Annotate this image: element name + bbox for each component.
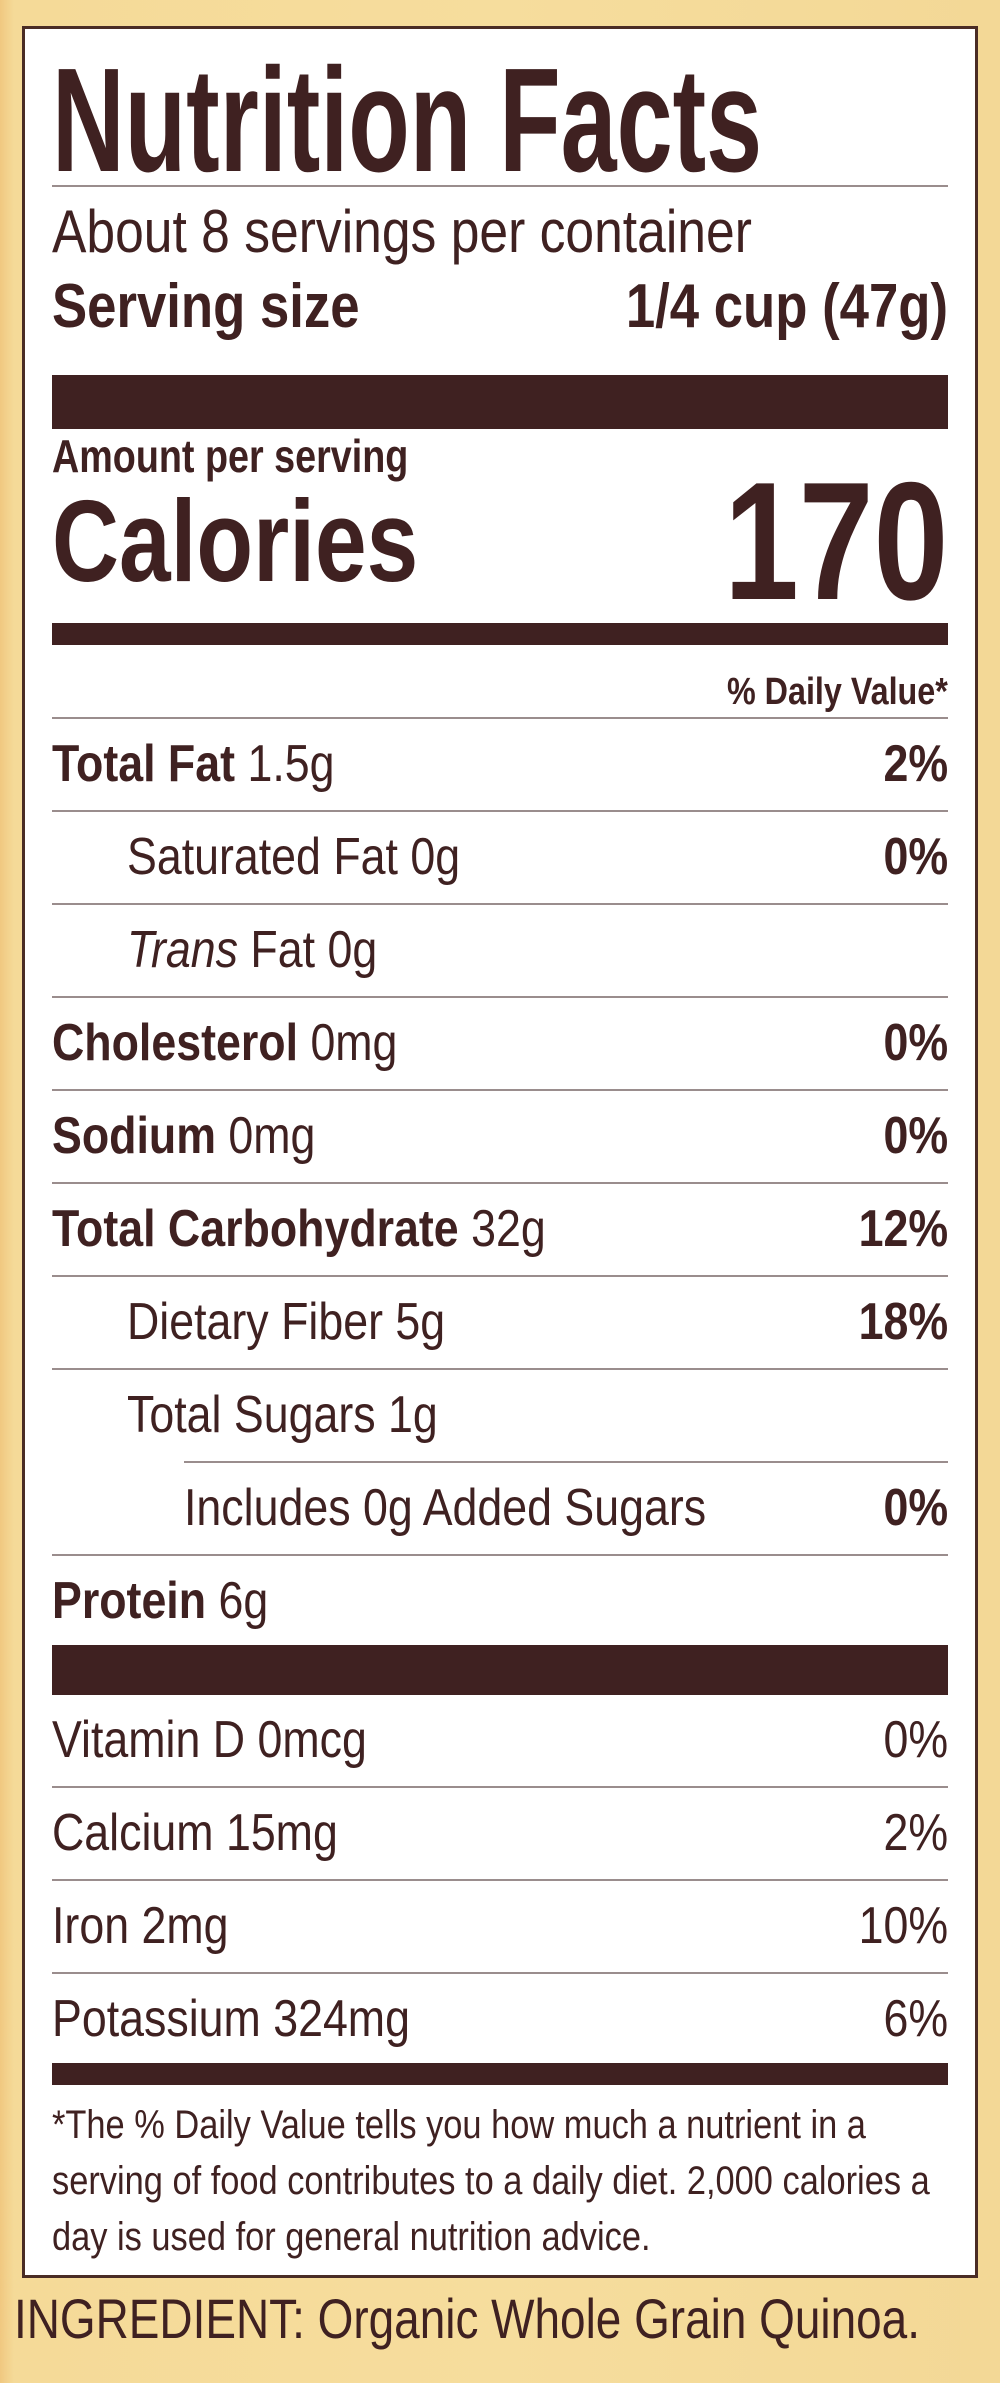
- divider: [184, 1461, 948, 1463]
- divider: [52, 717, 948, 719]
- nutrient-amount: 0mg: [215, 1107, 316, 1165]
- nutrient-amount: 32g: [458, 1200, 546, 1258]
- label-title: Nutrition Facts: [52, 38, 763, 203]
- nutrient-dv: 0%: [883, 1479, 948, 1537]
- nutrient-amount: 0mg: [298, 1014, 398, 1072]
- serving-size-row: Serving size 1/4 cup (47g): [52, 269, 948, 344]
- nutrient-name: Total Carbohydrate: [52, 1200, 459, 1258]
- nutrient-dv: 0%: [883, 1014, 948, 1072]
- vitamin-dv: 0%: [883, 1711, 948, 1769]
- calories-label: Calories: [52, 476, 419, 606]
- nutrient-name: Total Fat: [52, 735, 236, 793]
- nutrition-facts-panel: Nutrition Facts About 8 servings per con…: [22, 26, 978, 2278]
- nutrient-dv: 12%: [858, 1200, 948, 1258]
- nutrient-dv: 0%: [883, 1107, 948, 1165]
- nutrient-dv: 0%: [883, 828, 948, 886]
- vitamin-dv: 6%: [883, 1990, 948, 2048]
- nutrient-name: Sodium: [52, 1107, 216, 1165]
- vitamin-name: Potassium 324mg: [52, 1990, 410, 2048]
- thick-divider: [52, 1645, 948, 1695]
- vitamin-dv: 10%: [858, 1897, 948, 1955]
- divider: [52, 185, 948, 187]
- nutrient-name: Cholesterol: [52, 1014, 299, 1072]
- vitamin-name: Calcium 15mg: [52, 1804, 338, 1862]
- amount-per-serving: Amount per serving: [52, 430, 409, 482]
- vitamin-list: Vitamin D 0mcg 0% Calcium 15mg 2% Iron 2…: [52, 1695, 948, 2067]
- vitamin-row-vitamin-d: Vitamin D 0mcg 0%: [52, 1695, 948, 1788]
- vitamin-name: Iron 2mg: [52, 1897, 229, 1955]
- nutrient-name: Saturated Fat 0g: [127, 828, 461, 886]
- serving-size-value: 1/4 cup (47g): [625, 272, 948, 341]
- nutrient-amount: 1.5g: [235, 735, 335, 793]
- daily-value-footnote: *The % Daily Value tells you how much a …: [52, 2103, 930, 2259]
- thick-divider: [52, 375, 948, 429]
- serving-size-label: Serving size: [52, 272, 360, 341]
- nutrient-row-added-sugars: Includes 0g Added Sugars 0%: [52, 1463, 948, 1556]
- nutrient-list: Total Fat 1.5g 2% Saturated Fat 0g 0% Tr…: [52, 719, 948, 1644]
- nutrient-dv: 18%: [858, 1293, 948, 1351]
- ingredients-text: INGREDIENT: Organic Whole Grain Quinoa.: [14, 2287, 920, 2350]
- nutrient-row-dietary-fiber: Dietary Fiber 5g 18%: [52, 1277, 948, 1370]
- nutrient-row-cholesterol: Cholesterol 0mg 0%: [52, 998, 948, 1091]
- servings-per-container: About 8 servings per container: [52, 198, 752, 265]
- nutrient-name: Dietary Fiber 5g: [127, 1293, 446, 1351]
- nutrient-amount: 6g: [206, 1572, 269, 1630]
- nutrient-name: Includes 0g Added Sugars: [184, 1479, 707, 1537]
- nutrient-name: Fat 0g: [237, 921, 378, 979]
- nutrient-row-protein: Protein 6g: [52, 1556, 948, 1644]
- vitamin-name: Vitamin D 0mcg: [52, 1711, 367, 1769]
- nutrient-name-italic: Trans: [127, 921, 238, 979]
- vitamin-row-iron: Iron 2mg 10%: [52, 1881, 948, 1974]
- nutrient-row-saturated-fat: Saturated Fat 0g 0%: [52, 812, 948, 905]
- calories-value: 170: [723, 447, 948, 635]
- vitamin-row-calcium: Calcium 15mg 2%: [52, 1788, 948, 1881]
- nutrient-name: Total Sugars 1g: [127, 1386, 438, 1444]
- nutrient-row-trans-fat: Trans Fat 0g: [52, 905, 948, 998]
- daily-value-header: % Daily Value*: [727, 671, 948, 713]
- vitamin-row-potassium: Potassium 324mg 6%: [52, 1974, 948, 2067]
- nutrient-row-sodium: Sodium 0mg 0%: [52, 1091, 948, 1184]
- nutrient-row-total-fat: Total Fat 1.5g 2%: [52, 719, 948, 812]
- medium-divider: [52, 623, 948, 645]
- nutrient-dv: 2%: [883, 735, 948, 793]
- nutrient-name: Protein: [52, 1572, 207, 1630]
- nutrient-row-total-carbohydrate: Total Carbohydrate 32g 12%: [52, 1184, 948, 1277]
- nutrient-row-total-sugars: Total Sugars 1g: [52, 1370, 948, 1463]
- vitamin-dv: 2%: [883, 1804, 948, 1862]
- medium-divider: [52, 2063, 948, 2085]
